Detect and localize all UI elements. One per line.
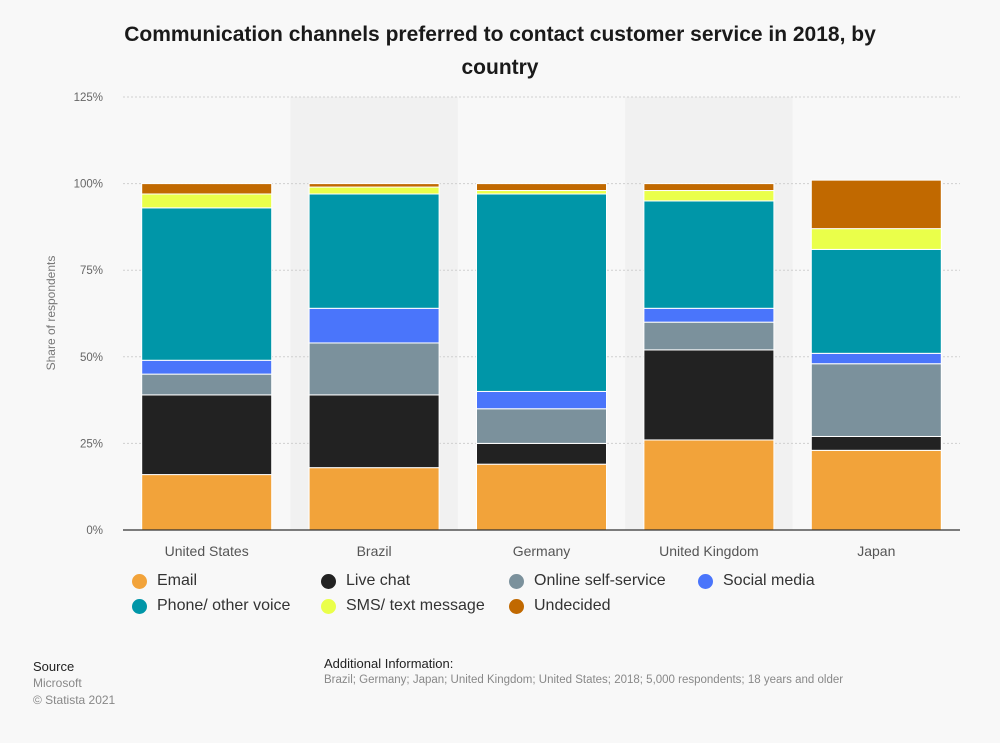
bar-segment (141, 359, 273, 375)
legend-item[interactable]: Online self-service (509, 572, 666, 590)
bar-segment (810, 363, 942, 437)
bar-segment (643, 307, 775, 323)
additional-info-label[interactable]: Additional Information: (324, 656, 454, 671)
bar-segment (476, 193, 607, 392)
bar-segment (643, 321, 775, 351)
bar-segment (141, 193, 273, 209)
bar-segment (308, 186, 440, 195)
bar-segment (643, 349, 775, 441)
legend-label: Phone/ other voice (157, 597, 291, 614)
legend-label: SMS/ text message (346, 597, 485, 614)
bar-segment (141, 183, 273, 195)
y-axis-label: Share of respondents (44, 256, 58, 371)
legend-marker (132, 573, 147, 589)
bar-segment (810, 228, 942, 250)
bar-segment (476, 408, 607, 444)
additional-info-text: Brazil; Germany; Japan; United Kingdom; … (324, 674, 844, 686)
bar-segment (141, 474, 273, 531)
bar-segment (141, 207, 273, 361)
bar-segment (643, 190, 775, 202)
bar-segment (810, 352, 942, 365)
legend-item[interactable]: Phone/ other voice (132, 597, 290, 615)
legend-marker (321, 573, 336, 589)
source-name[interactable]: Microsoft (33, 676, 82, 690)
bar-segment (810, 435, 942, 451)
legend-item[interactable]: Live chat (321, 572, 410, 590)
legend-item[interactable]: SMS/ text message (321, 597, 485, 615)
legend-label: Email (157, 572, 198, 589)
legend-label: Social media (723, 572, 815, 589)
legend-marker (698, 573, 713, 589)
legend-marker (509, 598, 524, 614)
legend-label: Undecided (534, 597, 611, 614)
y-tick-label: 25% (80, 438, 103, 450)
x-tick-label: United States (165, 543, 249, 559)
bar-segment (308, 342, 440, 396)
bar-segment (476, 390, 607, 410)
bar-segment (643, 183, 775, 192)
legend-item[interactable]: Social media (698, 572, 815, 590)
bar-segment (308, 394, 440, 469)
x-tick-label: Brazil (357, 543, 392, 559)
bar-segment (810, 248, 942, 354)
additional-info: Additional Information: Brazil; Germany;… (324, 655, 843, 689)
bar-segment (476, 442, 607, 465)
legend-label: Online self-service (534, 572, 666, 589)
bar-segment (476, 463, 607, 531)
bar-segment (810, 179, 942, 230)
y-tick-label: 100% (74, 179, 103, 191)
y-tick-label: 50% (80, 352, 103, 364)
bar-segment (308, 307, 440, 344)
legend-item[interactable]: Email (132, 572, 197, 590)
copyright: © Statista 2021 (33, 693, 116, 707)
chart-title: Communication channels preferred to cont… (124, 23, 876, 79)
bar-segment (643, 200, 775, 309)
bar-segment (308, 467, 440, 531)
bar-segment (308, 183, 440, 188)
bar-segment (141, 394, 273, 476)
bar-segment (476, 183, 607, 192)
bar-segment (643, 439, 775, 531)
source-block: Source Microsoft © Statista 2021 (33, 658, 115, 709)
stacked-bar-chart: 0% 25% 50% 75% 100% 125% Share of respondents U… (44, 92, 960, 559)
x-tick-label: Germany (513, 543, 571, 559)
x-tick-label: Japan (857, 543, 895, 559)
source-label: Source (33, 659, 75, 674)
legend-marker (509, 573, 524, 589)
x-tick-label: United Kingdom (659, 543, 759, 559)
bar-segment (810, 449, 942, 531)
bar-segment (476, 190, 607, 195)
legend-item[interactable]: Undecided (509, 597, 611, 615)
legend-marker (132, 598, 147, 614)
bar-segment (308, 193, 440, 309)
legend-marker (321, 598, 336, 614)
y-tick-label: 0% (86, 525, 103, 537)
y-tick-label: 75% (80, 265, 103, 277)
legend-label: Live chat (346, 572, 411, 589)
y-tick-label: 125% (74, 92, 103, 104)
bar-segment (141, 373, 273, 396)
